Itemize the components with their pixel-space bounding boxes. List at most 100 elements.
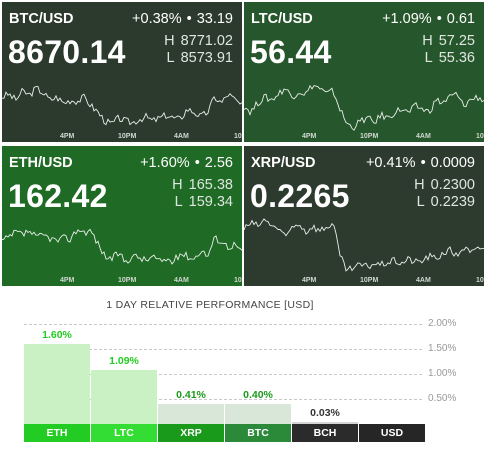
low-readout: L 55.36 — [425, 50, 475, 66]
change-percent: +1.09% — [382, 11, 432, 27]
price-sparkline — [2, 86, 242, 126]
low-value: 0.2239 — [430, 194, 475, 210]
change-readout: +0.41% • 0.0009 — [366, 155, 475, 171]
axis-tick-label: 0.50% — [428, 393, 457, 404]
bar-category-label[interactable]: ETH — [24, 424, 90, 442]
bullet-icon: • — [420, 155, 426, 171]
current-price: 56.44 — [250, 34, 332, 70]
time-tick: 10A — [476, 277, 484, 284]
grid-line — [24, 324, 422, 325]
change-absolute: 33.19 — [196, 11, 233, 27]
time-tick: 4PM — [60, 277, 75, 284]
bullet-icon: • — [436, 11, 442, 27]
time-tick: 10A — [234, 277, 242, 284]
axis-tick-label: 1.00% — [428, 368, 457, 379]
price-sparkline — [2, 228, 242, 265]
high-readout: H 8771.02 — [164, 33, 233, 49]
change-readout: +1.09% • 0.61 — [382, 11, 475, 27]
time-tick: 10PM — [118, 133, 137, 140]
low-label: L — [174, 194, 183, 210]
low-value: 159.34 — [188, 194, 233, 210]
high-label: H — [172, 177, 183, 193]
performance-bar — [91, 369, 157, 424]
bar-category-label[interactable]: BCH — [292, 424, 358, 442]
axis-tick-label: 2.00% — [428, 318, 457, 329]
high-value: 165.38 — [188, 177, 233, 193]
bar-value-label: 0.40% — [243, 389, 273, 401]
performance-title: 1 DAY RELATIVE PERFORMANCE [USD] — [106, 299, 314, 311]
high-readout: H 57.25 — [422, 33, 475, 49]
pair-label: XRP/USD — [251, 155, 316, 171]
bar-value-label: 0.41% — [176, 388, 206, 401]
price-tile-xrp[interactable]: XRP/USD +0.41% • 0.0009 0.2265 H 0.2300 L 0.2239… — [244, 146, 484, 286]
bullet-icon: • — [194, 155, 200, 171]
grid-line — [24, 349, 422, 350]
price-sparkline — [244, 84, 484, 131]
low-value: 8573.91 — [180, 50, 233, 66]
high-label: H — [164, 33, 175, 49]
current-price: 0.2265 — [250, 178, 350, 214]
performance-bar — [292, 422, 358, 424]
axis-tick-label: 1.50% — [428, 343, 457, 354]
time-tick: 10A — [476, 133, 484, 140]
bar-category-label[interactable]: XRP — [158, 424, 224, 442]
low-label: L — [424, 50, 433, 66]
high-readout: H 0.2300 — [414, 177, 475, 193]
change-readout: +1.60% • 2.56 — [140, 155, 233, 171]
current-price: 8670.14 — [8, 34, 126, 70]
change-absolute: 0.61 — [446, 11, 475, 27]
high-label: H — [414, 177, 425, 193]
high-value: 0.2300 — [430, 177, 475, 193]
change-absolute: 2.56 — [204, 155, 233, 171]
time-tick: 10PM — [118, 277, 137, 284]
bullet-icon: • — [186, 11, 192, 27]
time-tick: 4AM — [416, 133, 431, 140]
bar-value-label: 1.60% — [42, 329, 72, 341]
bar-value-label: 0.03% — [310, 407, 340, 419]
time-tick: 10PM — [360, 277, 379, 284]
time-tick: 10PM — [360, 133, 379, 140]
high-value: 57.25 — [438, 33, 475, 49]
low-label: L — [166, 50, 175, 66]
time-tick: 4PM — [302, 277, 317, 284]
performance-bar — [24, 344, 90, 424]
pair-label: ETH/USD — [9, 155, 73, 171]
pair-label: BTC/USD — [9, 11, 74, 27]
low-readout: L 8573.91 — [167, 50, 234, 66]
price-sparkline — [244, 218, 484, 272]
pair-label: LTC/USD — [251, 11, 313, 27]
time-tick: 4AM — [174, 133, 189, 140]
grid-line — [24, 374, 422, 375]
change-percent: +1.60% — [140, 155, 190, 171]
time-tick: 4PM — [60, 133, 75, 140]
low-readout: L 0.2239 — [417, 194, 475, 210]
performance-bar — [158, 403, 224, 424]
sparkline-path — [244, 218, 484, 272]
high-value: 8771.02 — [180, 33, 233, 49]
time-tick: 10A — [234, 133, 242, 140]
high-label: H — [422, 33, 433, 49]
current-price: 162.42 — [8, 178, 108, 214]
bar-category-label[interactable]: BTC — [225, 424, 291, 442]
price-tile-ltc[interactable]: LTC/USD +1.09% • 0.61 56.44 H 57.25 L 55.36 4PM 10… — [244, 2, 484, 142]
change-percent: +0.41% — [365, 155, 416, 171]
bar-category-label[interactable]: USD — [359, 424, 425, 442]
change-absolute: 0.0009 — [430, 155, 475, 171]
sparkline-path — [2, 228, 242, 265]
change-percent: +0.38% — [132, 11, 182, 27]
bar-category-label[interactable]: LTC — [91, 424, 157, 442]
performance-bar — [225, 404, 291, 424]
low-value: 55.36 — [438, 50, 475, 66]
price-tile-eth[interactable]: ETH/USD +1.60% • 2.56 162.42 H 165.38 L 159.34 4P… — [2, 146, 242, 286]
sparkline-path — [2, 86, 242, 126]
sparkline-path — [244, 84, 484, 131]
low-label: L — [416, 194, 425, 210]
bar-value-label: 1.09% — [109, 354, 139, 367]
time-tick: 4AM — [416, 277, 431, 284]
low-readout: L 159.34 — [175, 194, 233, 210]
price-tile-btc[interactable]: BTC/USD +0.38% • 33.19 8670.14 H 8771.02 L 8573.… — [2, 2, 242, 142]
high-readout: H 165.38 — [172, 177, 233, 193]
grid-line — [24, 399, 422, 400]
time-tick: 4AM — [174, 277, 189, 284]
time-tick: 4PM — [302, 133, 317, 140]
